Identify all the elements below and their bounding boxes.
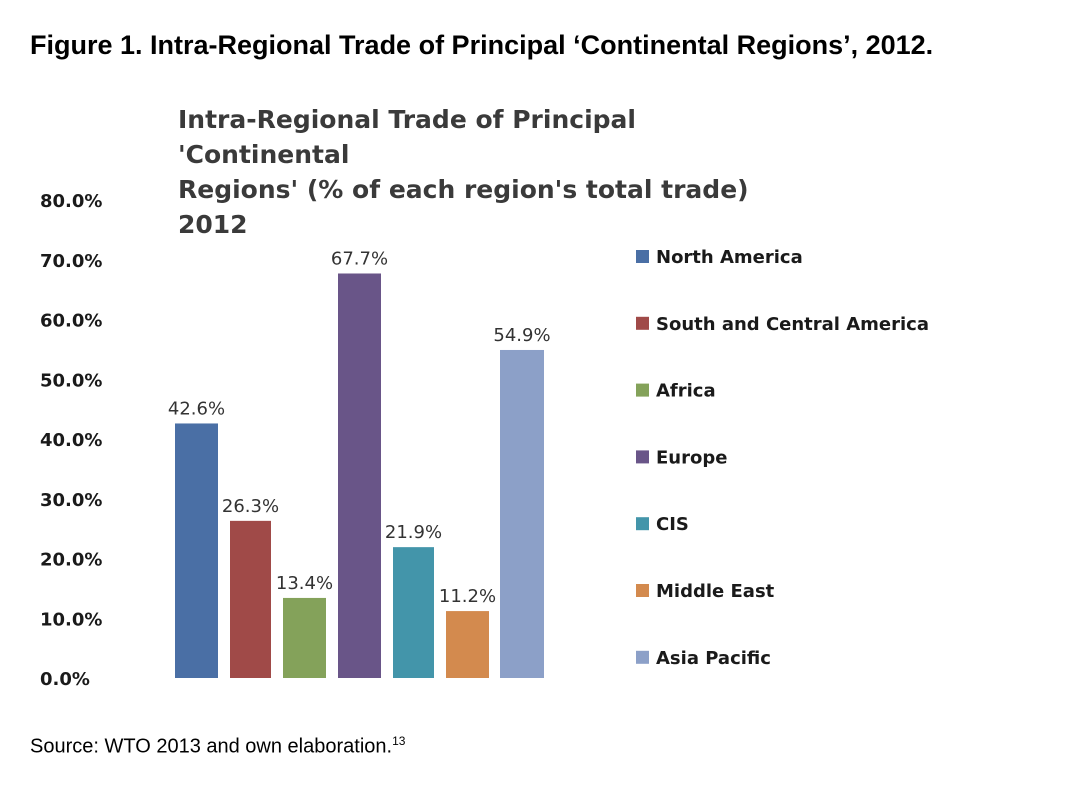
- bar-cis: [393, 547, 434, 678]
- legend-label: South and Central America: [656, 314, 929, 335]
- y-axis: 0.0% 10.0% 20.0% 30.0% 40.0% 50.0% 60.0% 70.0% 8…: [40, 191, 102, 690]
- legend-label: Middle East: [656, 581, 775, 602]
- data-label: 67.7%: [331, 248, 388, 269]
- y-tick-label: 40.0%: [40, 430, 102, 451]
- chart-title-line-1: Intra-Regional Trade of Principal 'Conti…: [178, 105, 636, 169]
- legend-label: Europe: [656, 447, 727, 468]
- legend-swatch: [636, 250, 649, 263]
- y-tick-label: 10.0%: [40, 609, 102, 630]
- data-label: 54.9%: [493, 325, 550, 346]
- y-tick-label: 70.0%: [40, 251, 102, 272]
- y-tick-label: 30.0%: [40, 490, 102, 511]
- y-tick-label: 0.0%: [40, 669, 90, 690]
- source-text: Source: WTO 2013 and own elaboration.: [30, 735, 393, 758]
- legend-swatch: [636, 584, 649, 597]
- legend-label: Africa: [656, 381, 716, 402]
- chart-title-line-2: Regions' (% of each region's total trade…: [178, 175, 749, 239]
- legend: North America South and Central America Af…: [636, 247, 929, 669]
- legend-swatch: [636, 383, 649, 397]
- y-tick-label: 60.0%: [40, 311, 102, 332]
- figure-caption: Figure 1. Intra-Regional Trade of Princi…: [30, 30, 934, 60]
- bar-africa: [283, 597, 326, 678]
- legend-label: North America: [656, 247, 803, 268]
- bar-north-america: [175, 423, 218, 678]
- legend-swatch: [636, 517, 649, 531]
- bars: [175, 273, 544, 678]
- bar-middle-east: [446, 611, 489, 678]
- bar-south-and-central-america: [230, 520, 271, 678]
- data-label: 42.6%: [168, 398, 225, 419]
- legend-swatch: [636, 316, 649, 330]
- data-label: 13.4%: [276, 573, 333, 594]
- y-tick-label: 20.0%: [40, 550, 102, 571]
- legend-swatch: [636, 650, 649, 664]
- y-tick-label: 50.0%: [40, 370, 102, 391]
- data-label: 21.9%: [385, 522, 442, 543]
- legend-label: CIS: [656, 514, 689, 535]
- bar-asia-pacific: [500, 349, 544, 678]
- data-label: 26.3%: [222, 496, 279, 517]
- bar-europe: [338, 273, 381, 678]
- chart-title: Intra-Regional Trade of Principal 'Conti…: [178, 102, 778, 242]
- legend-label: Asia Pacific: [656, 648, 771, 669]
- source-note: Source: WTO 2013 and own elaboration.13: [30, 734, 405, 759]
- data-labels: 42.6% 26.3% 13.4% 67.7% 21.9% 11.2% 54.9%: [168, 248, 551, 607]
- legend-swatch: [636, 450, 649, 464]
- y-tick-label: 80.0%: [40, 191, 102, 212]
- data-label: 11.2%: [439, 586, 496, 607]
- footnote-marker: 13: [392, 734, 406, 748]
